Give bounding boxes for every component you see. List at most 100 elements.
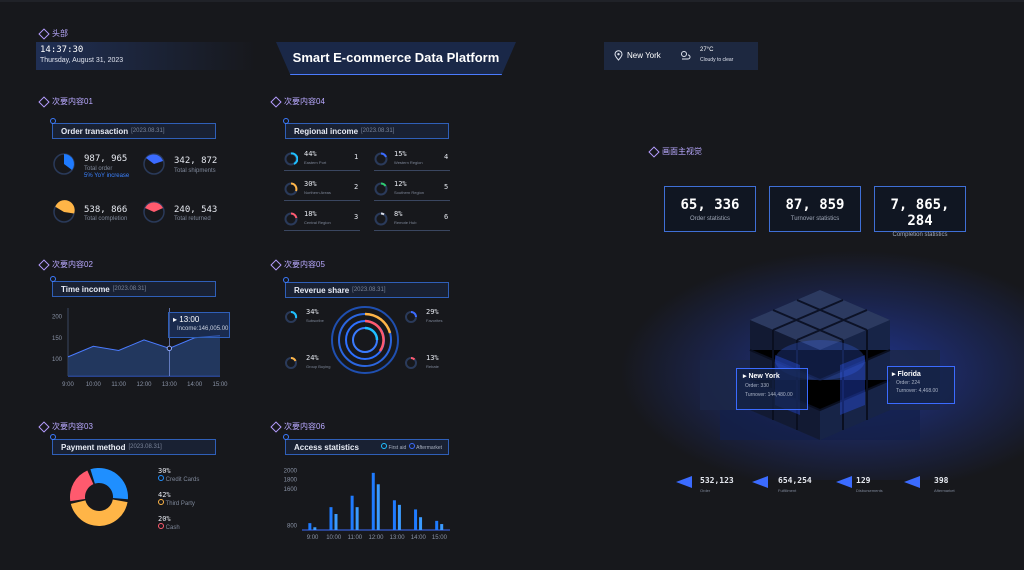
time-box: 14:37:30 Thursday, August 31, 2023: [36, 42, 256, 70]
bar-first-aid: [414, 509, 418, 530]
clock-date: Thursday, August 31, 2023: [40, 57, 124, 64]
x-tick-label: 13:00: [162, 382, 178, 388]
y-tick-label: 1800: [284, 478, 298, 484]
bar-first-aid: [435, 520, 439, 530]
diamond-icon: [38, 27, 50, 40]
weather-box: New York 27°C Cloudy to clear: [604, 42, 758, 70]
x-tick-label: 12:00: [368, 535, 384, 541]
income-area: [68, 335, 220, 376]
x-tick-label: 15:00: [432, 535, 448, 541]
y-tick-label: 100: [52, 357, 63, 363]
temperature: 27°C: [700, 47, 714, 53]
total-completion-label: Total completion: [84, 216, 128, 222]
region-item: 18% Central Region 3: [284, 208, 360, 231]
callout-new-york: ▸ New York Order: 330 Turnover: 144,480.…: [736, 368, 808, 410]
ring-icon: [285, 357, 297, 369]
total-shipments-label: Total shipments: [174, 168, 216, 174]
bar-aftermarket: [397, 504, 401, 530]
bar-first-aid: [371, 472, 375, 530]
panel-dot: [283, 118, 289, 124]
donut-slice: [70, 470, 94, 502]
diamond-icon: [38, 95, 50, 108]
bar-aftermarket: [313, 527, 317, 530]
x-tick-label: 14:00: [187, 382, 203, 388]
section-06-label: 次要内容06: [270, 420, 325, 433]
time-income-chart: 200 150 100 9:00 10:00 11:00 12:00 13:00 14:00 15…: [52, 308, 228, 388]
panel-revenue-share: Reverue share [2023.08.31]: [285, 282, 449, 298]
bar-first-aid: [308, 523, 312, 530]
section-04-label: 次要内容04: [270, 95, 325, 108]
order-statistics-box: 65, 336 Order statistics: [664, 186, 756, 232]
ring-icon: [143, 201, 165, 223]
y-tick-label: 200: [52, 315, 63, 321]
diamond-icon: [648, 145, 660, 158]
ring-icon: [284, 212, 298, 226]
donut-slice: [70, 499, 128, 526]
diamond-icon: [270, 95, 282, 108]
panel-regional-income: Regional income [2023.08.31]: [285, 123, 449, 139]
bar-aftermarket: [355, 507, 359, 530]
order-transaction-stats: 987, 965 Total order 5% YoY increase 342…: [52, 150, 232, 230]
income-tooltip: ▸ 13:00 Income:146,005.00: [168, 312, 230, 338]
x-tick-label: 12:00: [136, 382, 152, 388]
ring-icon: [285, 311, 298, 323]
x-tick-label: 14:00: [411, 535, 427, 541]
panel-time-income: Time income [2023.08.31]: [52, 281, 216, 297]
x-tick-label: 11:00: [348, 535, 363, 541]
panel-dot: [50, 118, 56, 124]
y-tick-label: 800: [287, 523, 298, 529]
y-tick-label: 2000: [284, 469, 298, 475]
y-tick-label: 1600: [284, 487, 298, 493]
region-item: 30% Northern Areas 2: [284, 178, 360, 201]
ring-icon: [53, 200, 75, 223]
x-tick-label: 10:00: [86, 382, 102, 388]
legend-pct: 42%: [158, 491, 171, 499]
location-pin-icon: [614, 50, 623, 61]
legend-name: Cash: [165, 525, 180, 531]
x-tick-label: 11:00: [111, 382, 126, 388]
region-item: 15% Western Region 4: [374, 148, 450, 171]
title-banner: Smart E-commerce Data Platform: [276, 42, 516, 75]
total-order-label: Total order: [84, 166, 113, 172]
turnover-statistics-box: 87, 859 Turnover statistics: [769, 186, 861, 232]
data-point: [166, 345, 173, 352]
ring-icon: [374, 152, 388, 166]
x-tick-label: 9:00: [62, 382, 74, 388]
bar-aftermarket: [376, 484, 380, 530]
x-tick-label: 10:00: [326, 535, 342, 541]
legend-aftermarket: Aftermarket: [416, 445, 442, 451]
header-section-label: 头部: [38, 27, 68, 40]
bar-aftermarket: [440, 524, 444, 530]
total-shipments-value: 342, 872: [174, 156, 218, 166]
ring-icon: [53, 153, 75, 175]
legend-name: Third Party: [165, 501, 195, 507]
revenue-concentric-rings: [331, 306, 399, 374]
legend-pct: 30%: [158, 467, 171, 475]
main-visual-label: 画面主视觉: [648, 145, 702, 158]
panel-order-transaction: Order transaction [2023.08.31]: [52, 123, 216, 139]
total-order-value: 987, 965: [84, 154, 128, 164]
ring-icon: [374, 182, 388, 196]
clock-time: 14:37:30: [40, 45, 84, 55]
tooltip-time: 13:00: [179, 315, 200, 324]
bar-first-aid: [350, 495, 354, 530]
diamond-icon: [38, 258, 50, 271]
section-01-label: 次要内容01: [38, 95, 93, 108]
access-statistics-chart: 2000 1800 1600 800 9:00 10:00 11:00 12:00 13:00 1…: [284, 469, 450, 541]
wedge-icon: [752, 476, 768, 488]
region-item: 8% Remote Hub 6: [374, 208, 450, 231]
panel-dot: [50, 276, 56, 282]
ring-icon: [143, 153, 165, 175]
x-tick-label: 13:00: [390, 535, 406, 541]
ring-icon: [284, 152, 298, 166]
legend-pct: 20%: [158, 515, 171, 523]
x-tick-label: 15:00: [212, 382, 228, 388]
section-03-label: 次要内容03: [38, 420, 93, 433]
ring-icon: [284, 182, 298, 196]
tooltip-value: Income:146,005.00: [177, 326, 229, 332]
total-returned-label: Total returned: [174, 216, 211, 222]
bar-aftermarket: [419, 517, 423, 530]
wedge-icon: [836, 476, 852, 488]
data-cube-illustration: [700, 290, 940, 440]
panel-payment-method: Payment method [2023.08.31]: [52, 439, 216, 455]
